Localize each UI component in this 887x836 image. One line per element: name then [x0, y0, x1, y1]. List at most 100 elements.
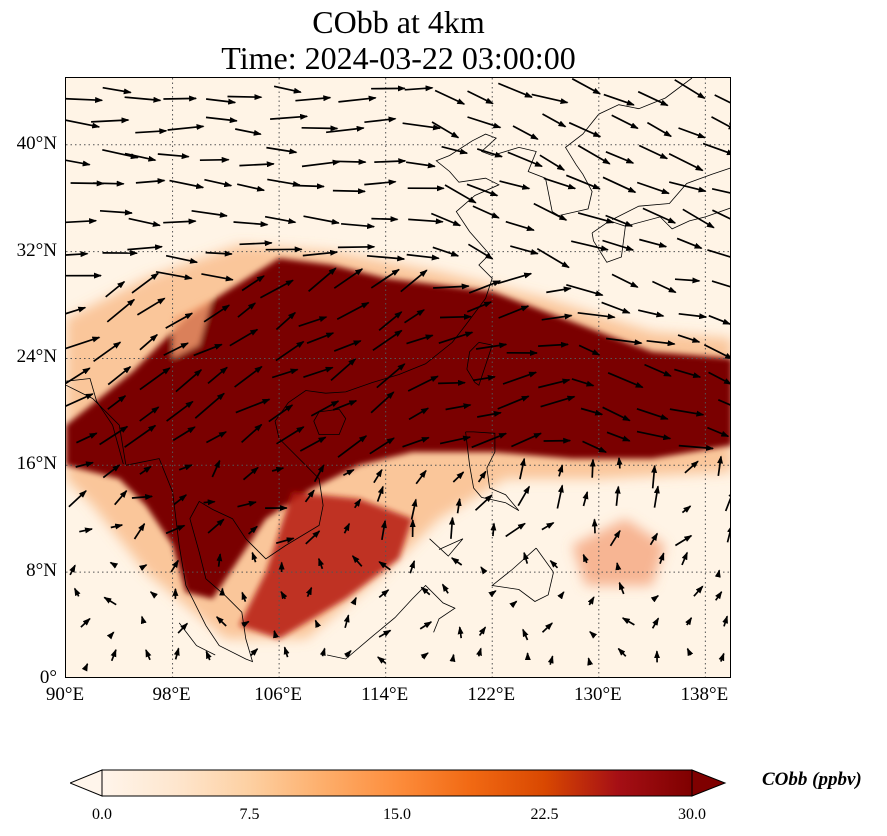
wind-vector-76 [615, 562, 622, 571]
wind-vector-309 [364, 179, 397, 186]
wind-vector-82 [133, 522, 146, 540]
wind-vector-10 [420, 652, 429, 660]
wind-vector-156 [606, 431, 631, 442]
wind-vector-64 [216, 553, 223, 567]
wind-vector-108 [353, 498, 362, 509]
wind-vector-70 [409, 560, 416, 574]
wind-vector-366 [273, 85, 302, 94]
wind-vector-101 [114, 489, 128, 506]
wind-vector-294 [533, 202, 568, 221]
wind-vector-83 [165, 524, 186, 535]
wind-vector-338 [668, 152, 704, 172]
wind-vector-39 [722, 615, 729, 627]
wind-vector-284 [191, 209, 228, 218]
wind-vector-356 [611, 114, 639, 130]
wind-vector-272 [467, 243, 494, 260]
wind-vector-363 [163, 95, 198, 102]
wind-vector-340 [66, 119, 101, 129]
colorbar-max-extend [691, 769, 727, 797]
wind-vector-258 [674, 277, 701, 284]
wind-vector-12 [476, 647, 482, 657]
wind-vector-24 [215, 616, 227, 627]
wind-vector-377 [637, 90, 669, 107]
wind-vector-11 [449, 653, 456, 663]
wind-vector-177 [636, 407, 669, 420]
wind-vector-376 [603, 93, 635, 106]
wind-vector-302 [135, 178, 166, 185]
lat-tick-label: 24°N [16, 346, 57, 368]
wind-vector-151 [439, 435, 472, 445]
wind-vector-189 [376, 363, 406, 389]
wind-vector-29 [378, 629, 392, 638]
wind-vector-74 [549, 559, 559, 569]
wind-vector-228 [336, 301, 370, 320]
wind-vector-372 [467, 90, 494, 105]
coastline-segment-7 [611, 167, 730, 220]
wind-vector-21 [106, 631, 115, 640]
wind-vector-165 [235, 398, 271, 414]
wind-vector-229 [378, 311, 403, 331]
wind-vector-178 [669, 408, 705, 417]
wind-vector-15 [587, 657, 594, 666]
wind-vector-241 [105, 280, 126, 298]
wind-vector-97 [649, 532, 659, 546]
wind-vector-31 [457, 626, 464, 639]
wind-vector-259 [711, 280, 730, 288]
wind-vector-3 [173, 647, 180, 660]
wind-vector-204 [193, 343, 223, 357]
coastline-segment-2 [466, 342, 493, 386]
wind-vector-371 [434, 89, 466, 105]
wind-vector-171 [445, 403, 472, 411]
wind-vector-267 [302, 249, 339, 257]
wind-vector-358 [678, 127, 706, 139]
wind-vector-32 [478, 626, 487, 636]
lon-tick-label: 90°E [45, 684, 85, 705]
wind-vector-103 [173, 494, 187, 506]
wind-vector-77 [658, 552, 665, 564]
wind-vector-321 [102, 148, 139, 160]
wind-vector-45 [241, 591, 248, 602]
wind-vector-40 [73, 587, 81, 597]
wind-vector-293 [505, 220, 535, 232]
wind-vector-0 [81, 662, 89, 672]
wind-vector-221 [106, 298, 136, 323]
wind-vector-7 [319, 647, 326, 657]
wind-vector-181 [107, 366, 132, 386]
wind-vector-98 [674, 534, 693, 547]
wind-vector-256 [611, 273, 639, 288]
coastline-segment-8 [625, 207, 730, 230]
lat-tick-label: 32°N [16, 239, 57, 261]
wind-vector-78 [681, 551, 688, 566]
wind-vector-191 [438, 379, 466, 386]
wind-vector-170 [408, 407, 430, 421]
wind-vector-145 [241, 423, 263, 444]
wind-vector-224 [203, 304, 231, 323]
wind-vector-150 [402, 436, 430, 448]
wind-vector-71 [450, 557, 463, 566]
wind-vector-230 [404, 309, 425, 324]
wind-vector-188 [330, 358, 357, 382]
wind-vector-234 [541, 313, 573, 321]
wind-vector-140 [76, 432, 98, 444]
wind-vector-61 [109, 561, 119, 569]
wind-vector-283 [163, 218, 197, 225]
wind-vector-219 [703, 344, 730, 360]
wind-vector-361 [102, 86, 132, 95]
wind-vector-27 [314, 619, 321, 629]
wind-vector-67 [317, 557, 324, 570]
wind-vector-137 [651, 464, 658, 489]
wind-vector-311 [444, 184, 477, 204]
wind-vector-350 [402, 122, 441, 131]
wind-vector-148 [337, 435, 368, 458]
wind-vector-120 [75, 461, 94, 468]
wind-vector-202 [139, 334, 158, 351]
wind-vector-236 [601, 301, 631, 314]
coastline-segment-10 [327, 584, 456, 660]
wind-vector-20 [80, 617, 91, 628]
wind-vector-63 [170, 559, 179, 573]
wind-vector-336 [605, 151, 635, 164]
lon-tick-label: 106°E [254, 684, 302, 705]
wind-vector-166 [268, 404, 294, 423]
wind-vector-136 [616, 456, 623, 469]
wind-vector-193 [502, 371, 538, 385]
